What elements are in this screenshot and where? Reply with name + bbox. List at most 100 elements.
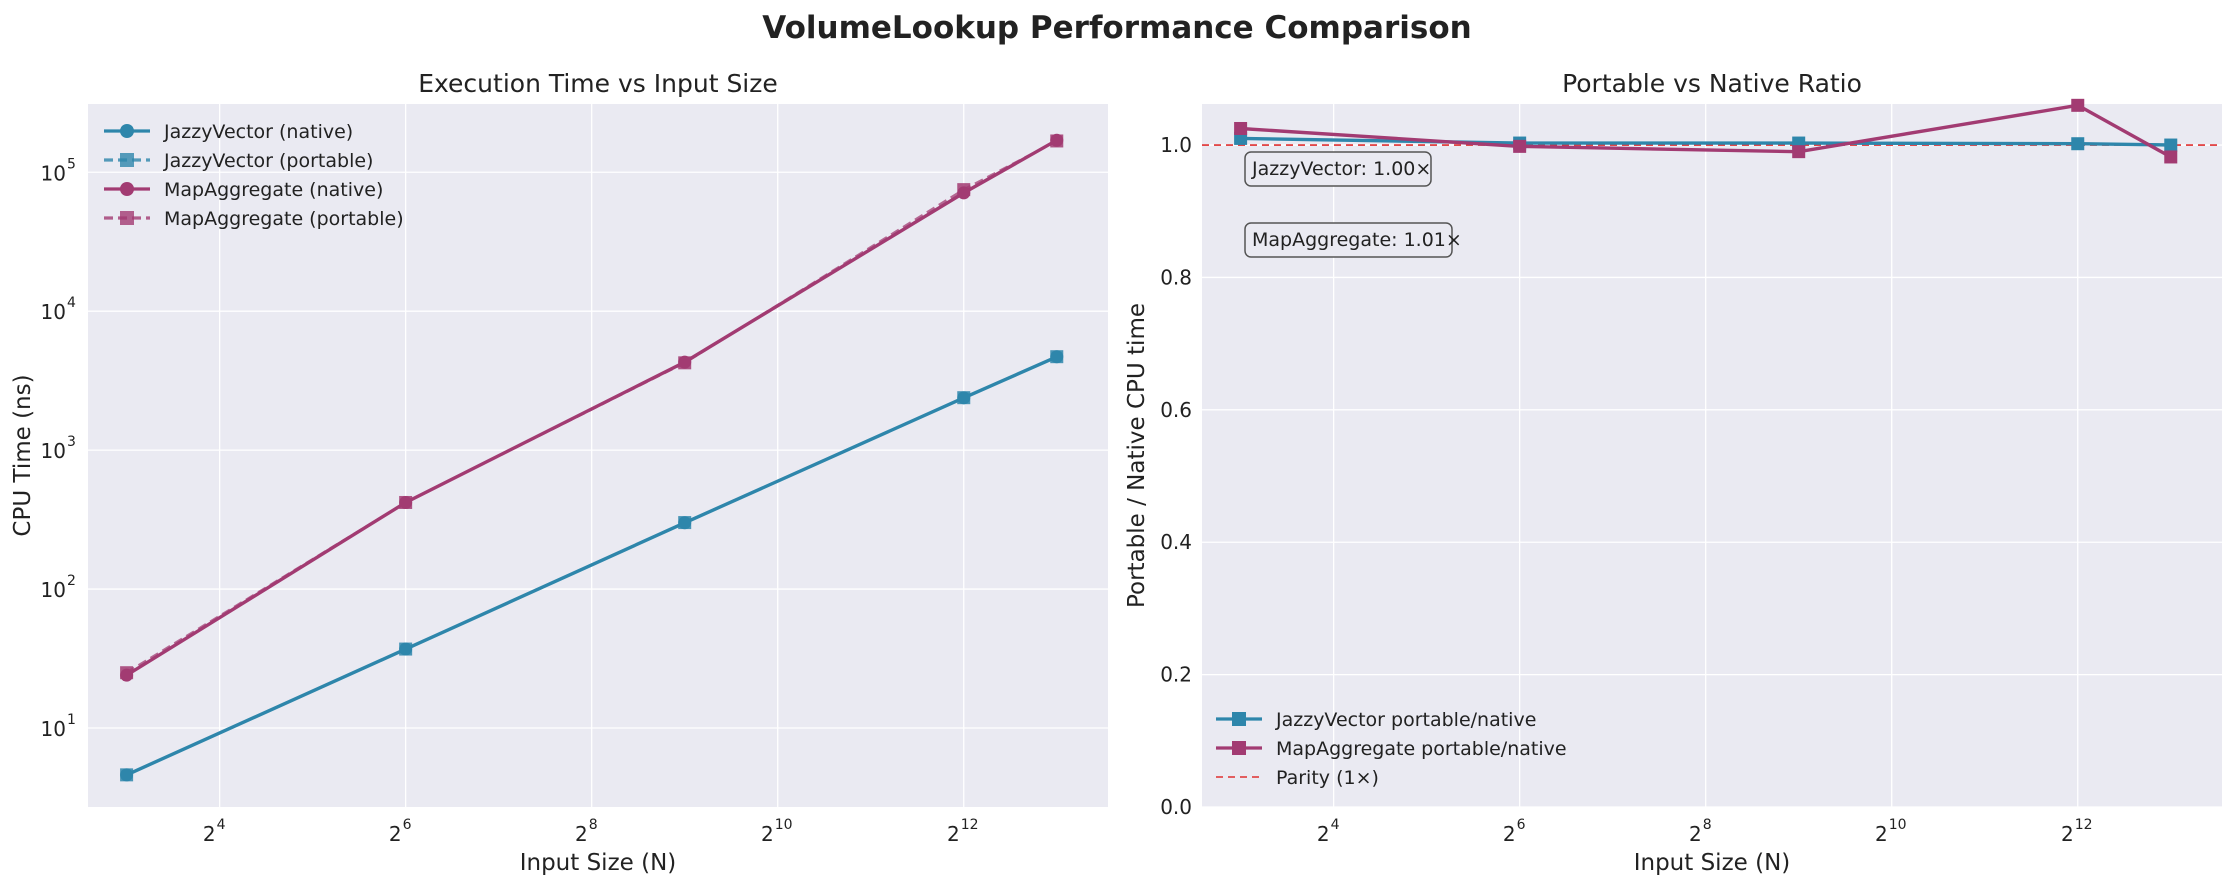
y-tick-exponent: 4 (67, 295, 76, 311)
panel-title: Portable vs Native Ratio (1562, 69, 1862, 98)
y-tick-label: 0.8 (1160, 265, 1192, 289)
x-tick-base: 2 (1503, 822, 1516, 846)
y-tick-exponent: 2 (67, 573, 76, 589)
x-tick-base: 2 (1689, 822, 1702, 846)
y-tick: 10 4 (41, 295, 76, 324)
legend-entry: MapAggregate portable/native (1216, 738, 1567, 760)
data-point (1792, 145, 1806, 159)
data-point (1513, 139, 1527, 153)
legend-marker (1232, 741, 1246, 755)
legend-label: JazzyVector portable/native (1275, 709, 1536, 731)
y-tick-exponent: 1 (67, 712, 76, 728)
x-tick-base: 2 (761, 822, 774, 846)
x-axis-label: Input Size (N) (520, 850, 677, 876)
data-point (957, 186, 971, 200)
x-tick-base: 2 (2061, 822, 2074, 846)
y-tick-label: 0.0 (1160, 795, 1192, 819)
series-jazzyvector-native (120, 350, 1064, 782)
x-tick-exponent: 8 (1703, 817, 1712, 833)
x-tick-base: 2 (575, 822, 588, 846)
y-axis-label: Portable / Native CPU time (1124, 303, 1150, 608)
x-tick-exponent: 4 (217, 817, 226, 833)
x-tick-base: 2 (203, 822, 216, 846)
annotation-text: JazzyVector: 1.00× (1251, 158, 1431, 180)
data-point (2164, 138, 2178, 152)
x-tick-base: 2 (947, 822, 960, 846)
data-point (2071, 98, 2085, 112)
series-mapaggregate-portable-native (1234, 98, 2178, 164)
data-point (957, 391, 971, 405)
legend-entry: JazzyVector (native) (104, 121, 353, 143)
series-group (120, 133, 1064, 782)
x-tick-exponent: 6 (1517, 817, 1526, 833)
y-tick-exponent: 5 (67, 156, 76, 172)
grid-lines (88, 104, 1108, 807)
x-tick: 2 12 (947, 817, 979, 846)
legend-label: MapAggregate (portable) (164, 208, 404, 230)
annotation-box: MapAggregate: 1.01× (1244, 222, 1462, 258)
annotation-box: JazzyVector: 1.00× (1244, 151, 1432, 187)
y-tick-base: 10 (41, 300, 66, 324)
plot-area (1202, 104, 2222, 807)
legend-entry: MapAggregate (native) (104, 179, 383, 201)
data-point (399, 495, 413, 509)
legend-marker (120, 124, 134, 138)
data-point (2164, 150, 2178, 164)
data-point (678, 355, 692, 369)
x-tick-exponent: 12 (2075, 817, 2093, 833)
x-tick-exponent: 10 (775, 817, 793, 833)
data-point (120, 668, 134, 682)
y-tick-base: 10 (41, 161, 66, 185)
legend-label: MapAggregate (native) (164, 179, 383, 201)
x-tick: 2 10 (761, 817, 793, 846)
y-axis-label: CPU Time (ns) (10, 374, 36, 536)
x-axis-label: Input Size (N) (1634, 850, 1791, 876)
x-tick-exponent: 8 (589, 817, 598, 833)
data-point (678, 516, 692, 530)
plot-area (88, 104, 1108, 807)
data-point (1234, 131, 1248, 145)
legend: JazzyVector portable/native MapAggregate … (1216, 709, 1567, 789)
data-point (1050, 350, 1064, 364)
annotation-frame (1244, 151, 1432, 187)
x-tick-exponent: 6 (403, 817, 412, 833)
y-tick-label: 0.4 (1160, 530, 1192, 554)
x-tick-exponent: 12 (961, 817, 979, 833)
series-group (1234, 98, 2178, 164)
series-mapaggregate-native (120, 133, 1064, 682)
y-tick-base: 10 (41, 717, 66, 741)
y-tick: 10 2 (41, 573, 76, 602)
legend-entry: JazzyVector (portable) (104, 150, 373, 172)
y-tick-label: 0.2 (1160, 663, 1192, 687)
annotation-frame (1244, 222, 1453, 258)
ratio-panel: 2 4 2 6 2 8 2 10 2 120.00.20.40.60.81.0 JazzyVect… (1124, 69, 2222, 876)
annotations: JazzyVector: 1.00× MapAggregate: 1.01× (1244, 151, 1462, 258)
data-point (2071, 137, 2085, 151)
legend-entry: JazzyVector portable/native (1216, 709, 1536, 731)
panel-title: Execution Time vs Input Size (418, 69, 778, 98)
figure-title: VolumeLookup Performance Comparison (762, 10, 1471, 46)
x-tick: 2 10 (1875, 817, 1907, 846)
y-tick-base: 10 (41, 439, 66, 463)
legend-marker (1232, 712, 1246, 726)
x-tick-base: 2 (1317, 822, 1330, 846)
legend-entry: Parity (1×) (1216, 767, 1379, 789)
data-point (1234, 121, 1248, 135)
y-tick-label: 0.6 (1160, 398, 1192, 422)
legend-label: MapAggregate portable/native (1276, 738, 1567, 760)
y-tick-base: 10 (41, 578, 66, 602)
data-point (120, 768, 134, 782)
legend-label: Parity (1×) (1276, 767, 1379, 789)
annotation-text: MapAggregate: 1.01× (1252, 229, 1462, 251)
legend-marker (120, 153, 134, 167)
legend-entry: MapAggregate (portable) (104, 208, 404, 230)
x-tick-exponent: 10 (1889, 817, 1907, 833)
y-tick-exponent: 3 (67, 434, 76, 450)
